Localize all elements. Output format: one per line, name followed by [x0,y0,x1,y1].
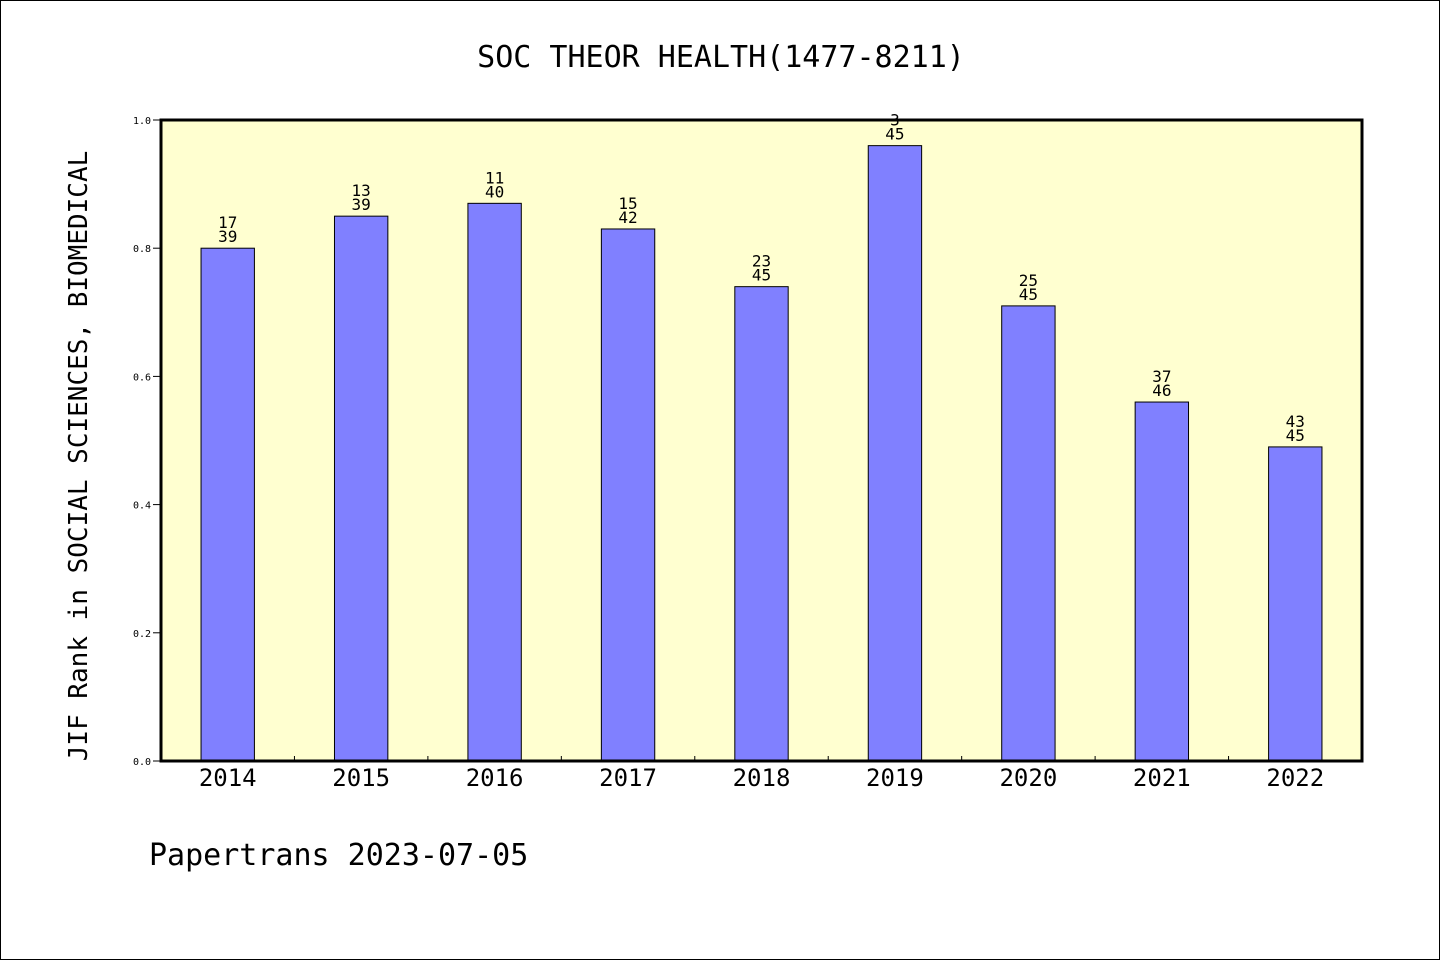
bar-2018 [734,286,789,762]
bar-2022 [1268,446,1323,762]
bar-rank-label-2015: 13 [352,181,371,200]
bar-2019 [867,145,923,762]
x-tick-label-2018: 2018 [733,764,791,792]
bar-2016 [467,202,522,762]
y-tick-label: 0.6 [133,372,151,383]
x-tick-label-2022: 2022 [1266,764,1324,792]
chart-title: SOC THEOR HEALTH(1477-8211) [477,40,965,75]
y-tick-label: 0.0 [133,757,151,768]
bar-total-label-2016: 40 [485,182,504,201]
bar-2021 [1134,401,1190,762]
bar-rank-label-2022: 43 [1286,412,1305,431]
bar-rank-label-2021: 37 [1152,367,1171,386]
y-tick-label: 0.8 [133,244,151,255]
bar-total-label-2021: 46 [1152,381,1171,400]
bar-total-label-2015: 39 [352,195,371,214]
bar-total-label-2014: 39 [218,227,237,246]
bar-rank-label-2018: 23 [752,252,771,271]
bar-total-label-2018: 45 [752,266,771,285]
bar-total-label-2019: 45 [885,125,904,144]
y-axis-label: JIF Rank in SOCIAL SCIENCES, BIOMEDICAL [64,151,94,761]
x-tick-label-2014: 2014 [199,764,257,792]
bar-2014 [200,247,255,762]
x-ticks-group: 2014 2015 2016 2017 2018 2019 2020 2021 2022 [199,756,1324,792]
x-tick-label-2017: 2017 [599,764,657,792]
x-tick-label-2020: 2020 [999,764,1057,792]
y-tick-label: 0.2 [133,629,151,640]
bar-2017 [600,228,656,762]
x-tick-label-2015: 2015 [332,764,390,792]
plot-border [159,118,1364,763]
bar-rank-label-2020: 25 [1019,271,1038,290]
bar-2015 [333,215,389,762]
bar-total-label-2022: 45 [1286,426,1305,445]
bar-total-label-2017: 42 [618,208,637,227]
x-tick-label-2016: 2016 [466,764,524,792]
x-tick-label-2021: 2021 [1133,764,1191,792]
x-tick-label-2019: 2019 [866,764,924,792]
y-ticks-group: 0.0 0.2 0.4 0.6 0.8 1.0 [133,116,161,768]
bar-2020 [1001,305,1056,762]
bar-rank-label-2016: 11 [485,168,504,187]
bar-total-label-2020: 45 [1019,285,1038,304]
footer-credit: Papertrans 2023-07-05 [149,838,528,873]
y-tick-label: 1.0 [133,116,151,127]
bar-rank-label-2017: 15 [618,194,637,213]
y-tick-label: 0.4 [133,501,151,512]
bar-rank-label-2014: 17 [218,213,237,232]
